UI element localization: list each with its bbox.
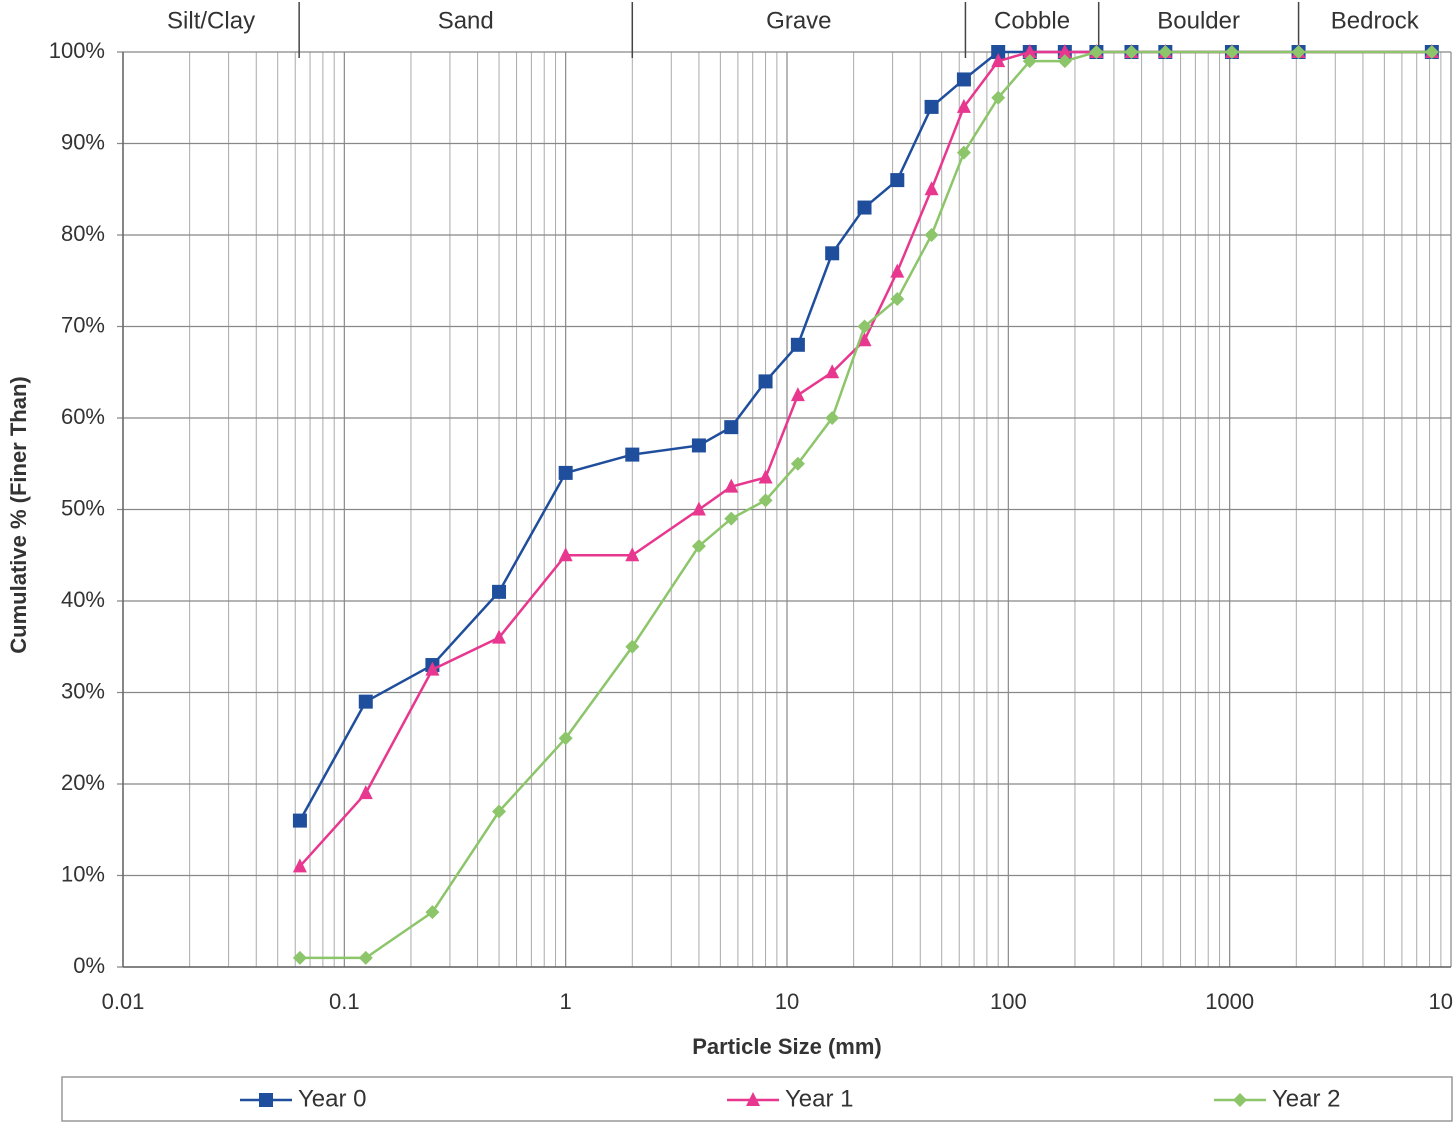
data-point bbox=[924, 228, 939, 242]
data-point bbox=[691, 501, 706, 516]
data-point bbox=[825, 246, 840, 261]
zone-label: Boulder bbox=[1157, 7, 1240, 34]
data-point bbox=[857, 200, 872, 215]
data-point bbox=[956, 145, 971, 160]
y-tick-label: 100% bbox=[49, 38, 105, 63]
x-tick-label: 100 bbox=[990, 989, 1027, 1014]
y-tick-label: 10% bbox=[61, 861, 105, 886]
data-point bbox=[857, 319, 872, 334]
zone-label: Bedrock bbox=[1331, 7, 1420, 34]
data-point bbox=[1022, 44, 1037, 58]
data-point bbox=[758, 374, 773, 389]
x-tick-label: 0.1 bbox=[329, 989, 360, 1014]
data-point bbox=[857, 332, 872, 347]
y-axis-label: Cumulative % (Finer Than) bbox=[6, 376, 31, 653]
data-point bbox=[1057, 54, 1072, 69]
data-point bbox=[1291, 45, 1306, 59]
data-point bbox=[825, 364, 840, 379]
x-tick-label: 10 bbox=[775, 989, 799, 1014]
data-point bbox=[1022, 54, 1037, 69]
data-point bbox=[292, 858, 307, 873]
data-point bbox=[790, 337, 805, 352]
data-point bbox=[924, 181, 939, 196]
data-point bbox=[724, 420, 739, 435]
data-point bbox=[625, 639, 640, 654]
legend-label: Year 0 bbox=[298, 1085, 367, 1112]
data-point bbox=[924, 99, 939, 114]
legend-marker bbox=[1233, 1093, 1247, 1107]
data-point bbox=[558, 547, 573, 562]
data-point bbox=[890, 173, 905, 188]
data-point bbox=[758, 469, 773, 484]
data-point bbox=[691, 539, 706, 554]
data-point bbox=[1089, 45, 1104, 59]
data-point bbox=[425, 905, 440, 920]
zone-label: Grave bbox=[766, 7, 831, 34]
data-point bbox=[358, 694, 373, 709]
data-point bbox=[991, 53, 1006, 68]
data-point bbox=[890, 263, 905, 278]
data-point bbox=[1057, 44, 1072, 58]
data-point bbox=[292, 813, 307, 828]
data-point bbox=[492, 584, 507, 599]
data-point bbox=[790, 387, 805, 402]
data-point bbox=[758, 493, 773, 508]
x-tick-label: 1000 bbox=[1205, 989, 1254, 1014]
y-tick-label: 40% bbox=[61, 587, 105, 612]
data-point bbox=[790, 456, 805, 471]
data-point bbox=[1224, 45, 1239, 59]
y-tick-label: 30% bbox=[61, 678, 105, 703]
data-point bbox=[492, 804, 507, 819]
legend-label: Year 1 bbox=[785, 1085, 854, 1112]
y-tick-label: 60% bbox=[61, 404, 105, 429]
data-point bbox=[956, 98, 971, 113]
data-point bbox=[558, 731, 573, 746]
data-point bbox=[991, 45, 1006, 59]
legend-marker bbox=[259, 1093, 273, 1107]
series-line bbox=[299, 50, 1432, 960]
legend-box bbox=[61, 1076, 1453, 1122]
data-point bbox=[425, 661, 440, 676]
x-axis-label: Particle Size (mm) bbox=[692, 1034, 882, 1059]
y-tick-label: 50% bbox=[61, 495, 105, 520]
data-point bbox=[492, 629, 507, 644]
data-point bbox=[292, 950, 307, 965]
y-tick-label: 70% bbox=[61, 312, 105, 337]
series-line bbox=[298, 50, 1432, 822]
zone-label: Cobble bbox=[994, 7, 1070, 34]
x-tick-label: 0.01 bbox=[102, 989, 145, 1014]
y-tick-label: 90% bbox=[61, 129, 105, 154]
data-point bbox=[956, 72, 971, 87]
y-tick-label: 0% bbox=[73, 953, 105, 978]
data-point bbox=[691, 438, 706, 453]
data-point bbox=[1158, 45, 1173, 59]
y-tick-label: 80% bbox=[61, 221, 105, 246]
data-point bbox=[358, 950, 373, 965]
y-tick-label: 20% bbox=[61, 770, 105, 795]
data-point bbox=[558, 465, 573, 480]
data-point bbox=[1124, 45, 1139, 59]
zone-label: Silt/Clay bbox=[167, 7, 255, 34]
x-tick-label: 1 bbox=[560, 989, 572, 1014]
x-tick-label: 10 bbox=[1429, 989, 1453, 1014]
series-line bbox=[298, 50, 1432, 868]
data-point bbox=[625, 447, 640, 462]
data-point bbox=[991, 90, 1006, 105]
legend-label: Year 2 bbox=[1272, 1085, 1341, 1112]
data-point bbox=[724, 511, 739, 526]
data-point bbox=[358, 785, 373, 800]
data-point bbox=[724, 478, 739, 493]
data-point bbox=[825, 411, 840, 425]
zone-label: Sand bbox=[438, 7, 494, 34]
legend-marker bbox=[746, 1092, 760, 1106]
data-point bbox=[625, 547, 640, 562]
data-point bbox=[1424, 45, 1439, 59]
data-point bbox=[890, 292, 905, 307]
